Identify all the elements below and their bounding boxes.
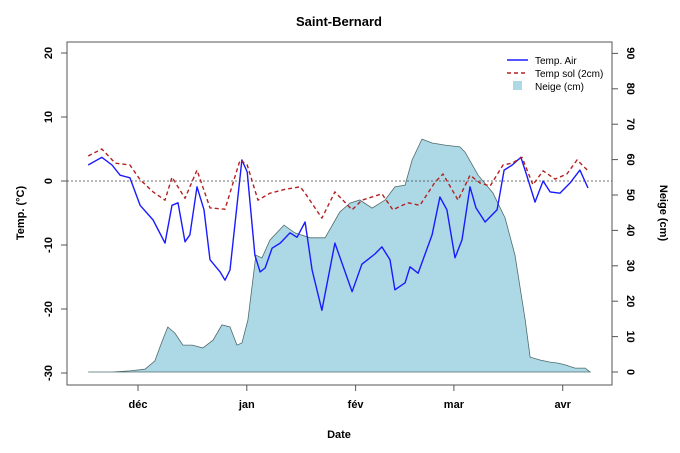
x-tick-label: déc	[129, 399, 148, 411]
soil-temp-line	[87, 148, 589, 219]
legend: Temp. Air Temp sol (2cm) Neige (cm)	[507, 56, 603, 93]
x-tick-label: jan	[238, 399, 255, 411]
chart-title: Saint-Bernard	[296, 14, 382, 29]
y-right-tick-label: 60	[624, 153, 636, 165]
y-right-tick-label: 10	[624, 330, 636, 342]
y-tick-label: -20	[43, 301, 55, 317]
y-right-tick-label: 30	[624, 260, 636, 272]
y-tick-label: 0	[43, 178, 55, 184]
legend-air-label: Temp. Air	[535, 56, 577, 67]
y-tick-label: -30	[43, 365, 55, 381]
y-axis-label: Temp. (°C)	[15, 186, 27, 241]
y-right-tick-label: 90	[624, 47, 636, 59]
axes: -30 -20 -10 0 10 20 0 10 20 30 40 50 60 70 80 90 déc jan f…	[43, 47, 636, 411]
y-right-tick-label: 40	[624, 224, 636, 236]
x-tick-label: avr	[554, 399, 571, 411]
x-tick-label: mar	[444, 399, 465, 411]
legend-snow-swatch	[513, 81, 522, 90]
y-tick-label: 10	[43, 111, 55, 123]
x-tick-label: fév	[348, 399, 365, 411]
legend-snow-label: Neige (cm)	[535, 82, 584, 93]
y-right-tick-label: 20	[624, 295, 636, 307]
y-tick-label: -10	[43, 237, 55, 253]
x-axis-label: Date	[327, 429, 351, 441]
y-tick-label: 20	[43, 47, 55, 59]
y-right-tick-label: 0	[624, 369, 636, 375]
y-right-tick-label: 50	[624, 189, 636, 201]
y-right-tick-label: 80	[624, 83, 636, 95]
y-axis-right-label: Neige (cm)	[657, 185, 669, 242]
plot-frame	[66, 41, 613, 386]
air-temp-line	[87, 156, 589, 311]
y-right-tick-label: 70	[624, 118, 636, 130]
lines-layer	[67, 148, 612, 311]
legend-soil-label: Temp sol (2cm)	[535, 69, 603, 80]
